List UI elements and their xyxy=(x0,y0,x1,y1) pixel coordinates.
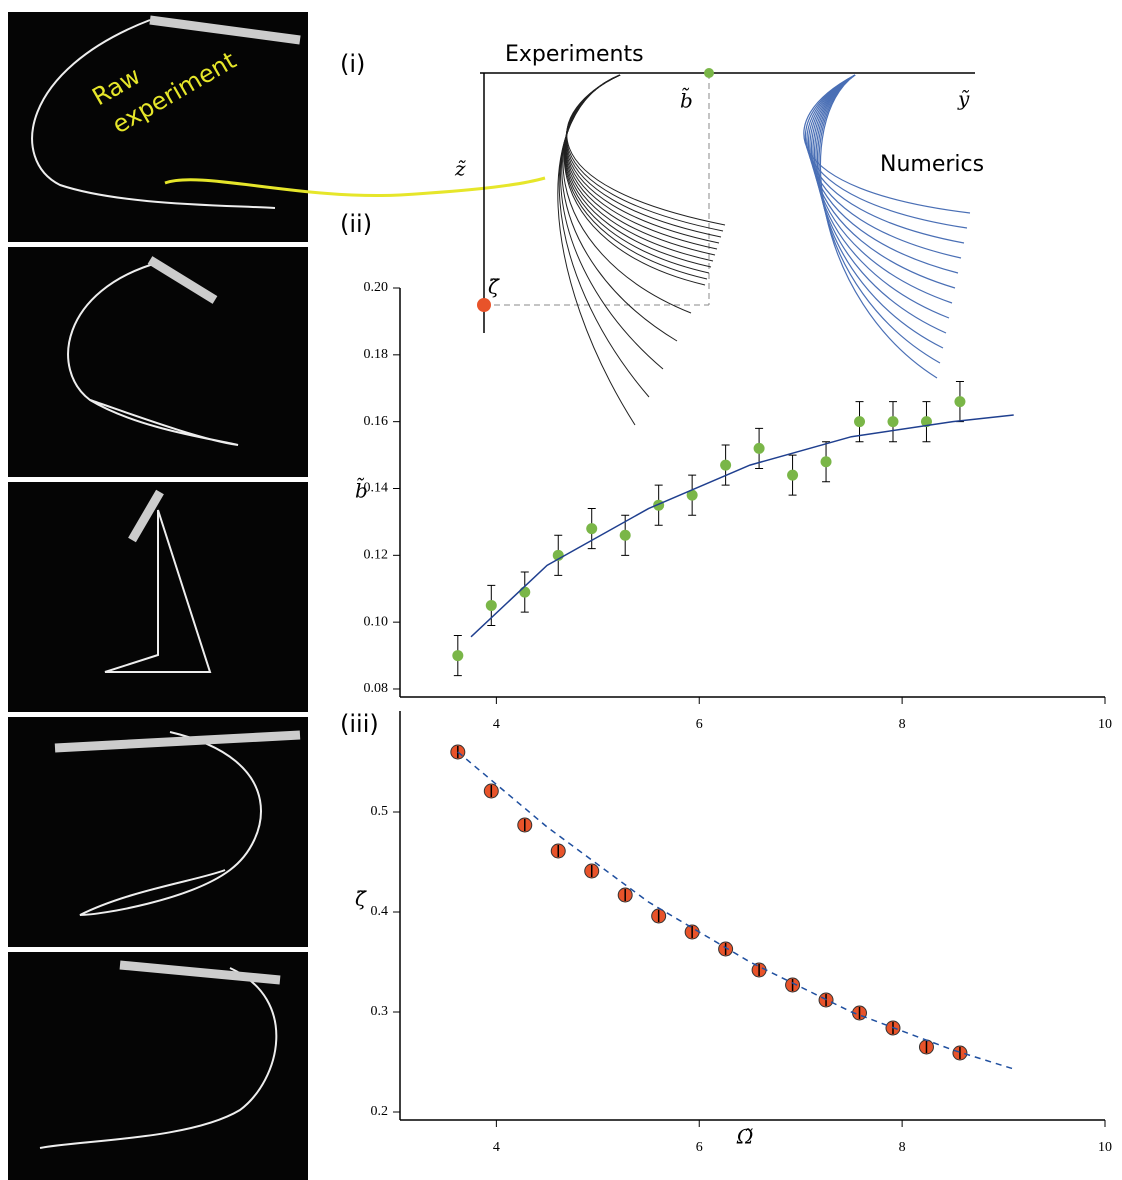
photo-rods xyxy=(54,15,301,985)
x-tick-label: 8 xyxy=(899,1140,906,1155)
numeric-curves xyxy=(803,74,971,379)
x-tick-label: 6 xyxy=(696,1140,703,1155)
y-tick-label: 0.10 xyxy=(364,614,389,629)
data-point xyxy=(787,469,799,481)
axis-label: ỹ xyxy=(957,87,970,111)
connector xyxy=(164,176,546,198)
x-tick-label: 4 xyxy=(493,1140,500,1155)
string xyxy=(31,19,276,209)
numeric-curve xyxy=(811,74,956,289)
rod xyxy=(54,730,301,753)
data-point xyxy=(954,396,966,408)
data-point xyxy=(854,416,866,428)
numeric-curve xyxy=(814,74,950,319)
x-tick-label: 10 xyxy=(1098,717,1112,732)
rod xyxy=(119,960,281,985)
x-axis-label: Ω̃ xyxy=(736,1125,754,1149)
fit-line xyxy=(457,751,1014,1070)
string xyxy=(104,509,212,673)
x-tick-label: 6 xyxy=(696,717,703,732)
photo xyxy=(8,952,308,1180)
data-point xyxy=(686,489,698,501)
data-point xyxy=(452,650,464,662)
data-point xyxy=(820,456,832,468)
data-point xyxy=(586,523,598,535)
experiment-curve xyxy=(565,74,720,244)
photo-strings xyxy=(31,19,278,1149)
x-tick-label: 10 xyxy=(1098,1140,1112,1155)
b-marker xyxy=(704,68,714,78)
y-tick-label: 0.5 xyxy=(371,804,389,819)
numeric-curve xyxy=(820,74,938,379)
x-tick-label: 8 xyxy=(899,717,906,732)
y-tick-label: 0.18 xyxy=(364,347,389,362)
axis-label: z̃ xyxy=(454,157,466,181)
rod xyxy=(128,489,164,543)
photos: Raw experiment xyxy=(8,12,546,1180)
legend-label: Numerics xyxy=(880,152,984,177)
panel-label: (iii) xyxy=(340,710,379,738)
rod xyxy=(149,15,301,45)
y-tick-label: 0.12 xyxy=(364,548,389,563)
photo xyxy=(8,247,308,477)
experiment-curve xyxy=(566,74,726,226)
data-point xyxy=(720,459,732,471)
data-point xyxy=(485,599,497,611)
y-tick-label: 0.16 xyxy=(364,414,389,429)
y-tick-label: 0.08 xyxy=(364,681,389,696)
photo xyxy=(8,12,308,242)
numeric-curve xyxy=(815,74,947,334)
y-axis-label: ζ̃ xyxy=(355,887,367,911)
panel-label: (ii) xyxy=(340,210,372,238)
rod xyxy=(147,256,218,304)
y-tick-label: 0.2 xyxy=(371,1104,389,1119)
marker-label: ζ̃ xyxy=(488,275,500,299)
experiment-curve xyxy=(557,74,636,426)
experiment-curves xyxy=(557,74,726,426)
panel-label: (i) xyxy=(340,50,365,78)
data-point xyxy=(519,586,531,598)
x-tick-label: 4 xyxy=(493,717,500,732)
data-point xyxy=(887,416,899,428)
y-tick-label: 0.4 xyxy=(371,904,389,919)
y-tick-label: 0.3 xyxy=(371,1004,389,1019)
y-axis-label: b̃ xyxy=(355,476,368,502)
fit-line xyxy=(470,414,1014,638)
y-tick-label: 0.20 xyxy=(364,280,389,295)
schematic: (i) Experiments Numerics ỹ z̃ b̃ ζ̃ xyxy=(340,42,984,426)
experiment-curve xyxy=(565,74,718,250)
zeta-marker xyxy=(477,298,491,312)
y-tick-label: 0.14 xyxy=(364,481,389,496)
data-point xyxy=(753,442,765,454)
string xyxy=(67,261,239,446)
legend-label: Experiments xyxy=(505,42,644,67)
numeric-curve xyxy=(812,74,953,304)
marker-label: b̃ xyxy=(680,86,693,112)
experiment-curve xyxy=(558,74,650,398)
string xyxy=(39,967,278,1149)
photo xyxy=(8,717,308,947)
data-point xyxy=(619,529,631,541)
string xyxy=(79,731,262,916)
